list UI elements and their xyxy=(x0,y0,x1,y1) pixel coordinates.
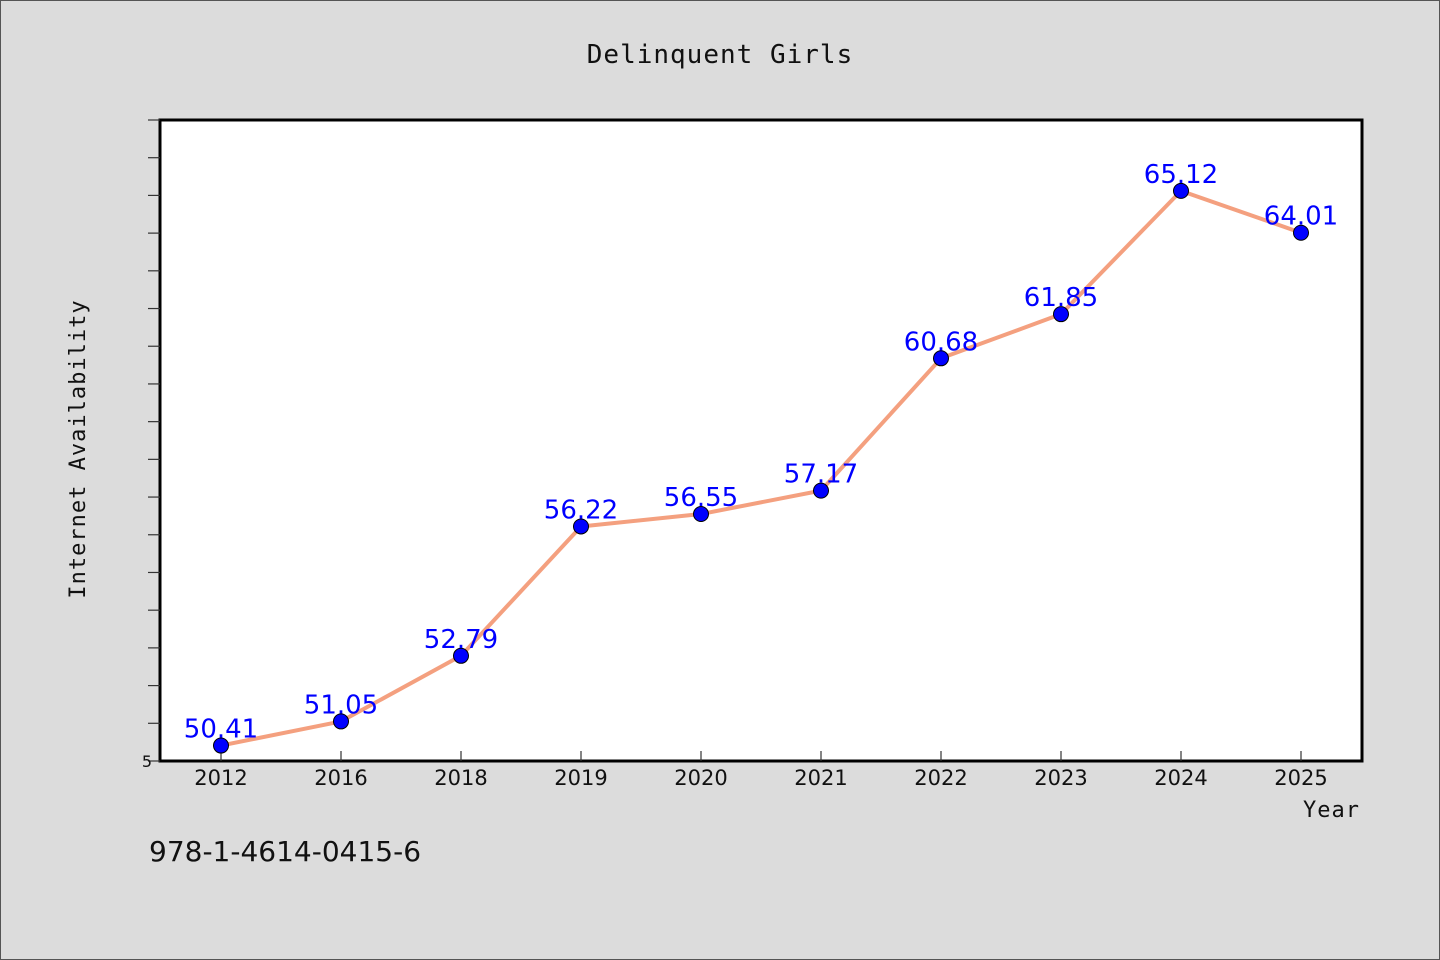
x-tick-label: 2025 xyxy=(1274,766,1327,790)
x-tick-label: 2022 xyxy=(914,766,967,790)
x-tick-label: 2018 xyxy=(434,766,487,790)
chart-title: Delinquent Girls xyxy=(587,40,853,70)
x-tick-label: 2012 xyxy=(194,766,247,790)
data-label: 52.79 xyxy=(424,625,498,655)
x-tick-label: 2023 xyxy=(1034,766,1087,790)
footer-identifier: 978-1-4614-0415-6 xyxy=(149,835,422,868)
data-label: 56.55 xyxy=(664,483,738,513)
data-point xyxy=(813,482,829,499)
data-label: 56.22 xyxy=(544,495,618,525)
series-line-path xyxy=(220,188,1302,748)
data-point xyxy=(1053,306,1069,323)
x-tick-label: 2024 xyxy=(1154,766,1207,790)
data-label: 61.85 xyxy=(1024,283,1098,313)
x-tick-label: 2021 xyxy=(794,766,847,790)
y-axis-ticks: 5 xyxy=(142,119,160,771)
x-tick-label: 2019 xyxy=(554,766,607,790)
plot-area xyxy=(158,118,1364,763)
data-labels: 50.41 51.05 52.79 56.22 56.55 57.17 60.68 61.85… xyxy=(184,160,1338,745)
data-label: 51.05 xyxy=(304,690,378,720)
data-point xyxy=(453,647,469,664)
data-point xyxy=(933,350,949,367)
data-point xyxy=(573,518,589,535)
data-point xyxy=(1293,224,1309,241)
data-point xyxy=(213,737,229,754)
x-axis-ticks: 2012 2016 2018 2019 2020 2021 2022 2023 2024 2025 xyxy=(194,751,1328,790)
data-label: 64.01 xyxy=(1264,202,1338,232)
y-axis-label: Internet Availability xyxy=(66,299,91,598)
series-markers xyxy=(213,182,1309,754)
data-label: 65.12 xyxy=(1144,160,1218,190)
data-point xyxy=(693,506,709,523)
x-tick-label: 2016 xyxy=(314,766,367,790)
data-label: 50.41 xyxy=(184,715,258,745)
data-point xyxy=(1173,182,1189,199)
x-axis-label: Year xyxy=(1303,798,1360,823)
series-line xyxy=(220,188,1302,748)
y-tick-label: 5 xyxy=(142,752,152,771)
data-label: 57.17 xyxy=(784,460,858,490)
data-point xyxy=(333,713,349,730)
x-tick-label: 2020 xyxy=(674,766,727,790)
data-label: 60.68 xyxy=(904,327,978,357)
